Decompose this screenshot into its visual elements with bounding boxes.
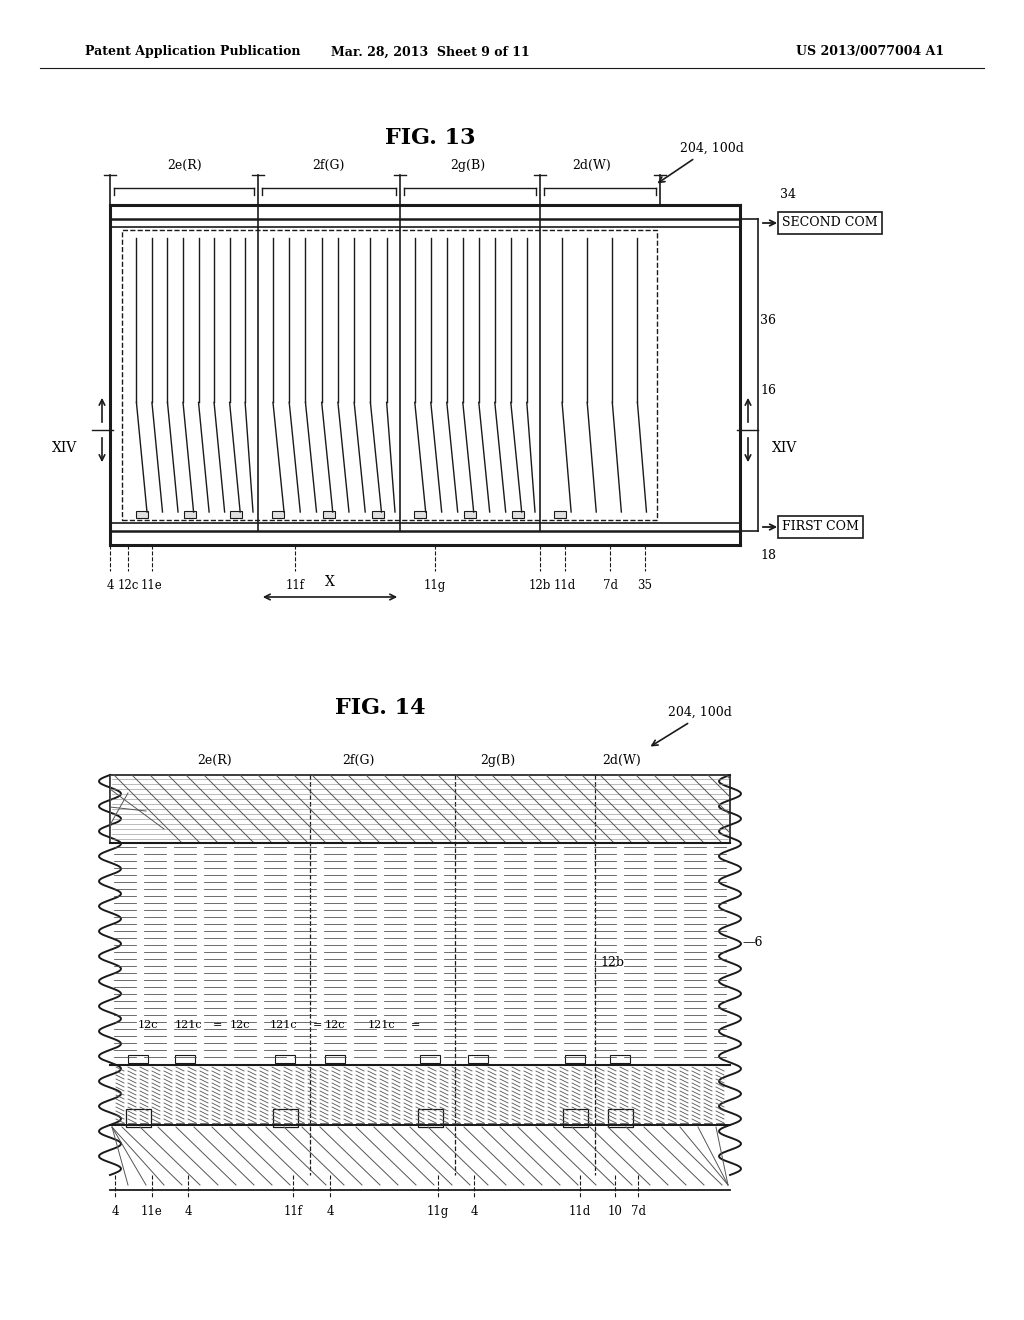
Text: X: X — [325, 576, 335, 589]
Text: 12c: 12c — [325, 1020, 345, 1030]
Text: 4: 4 — [327, 1205, 334, 1218]
Text: —6: —6 — [742, 936, 763, 949]
Bar — [414, 511, 426, 517]
Text: 121c: 121c — [175, 1020, 203, 1030]
Text: 11f: 11f — [286, 579, 304, 591]
Text: 35: 35 — [638, 579, 652, 591]
Text: FIG. 14: FIG. 14 — [335, 697, 425, 719]
Text: 121c: 121c — [270, 1020, 298, 1030]
Text: 10: 10 — [607, 1205, 623, 1218]
Text: XIV: XIV — [772, 441, 798, 455]
Text: 4: 4 — [106, 579, 114, 591]
Text: 11e: 11e — [141, 1205, 163, 1218]
Bar — [175, 1055, 195, 1063]
Text: 11d: 11d — [569, 1205, 591, 1218]
Bar — [565, 1055, 585, 1063]
Bar — [128, 1055, 148, 1063]
Text: 11g: 11g — [424, 579, 446, 591]
Text: 7d: 7d — [602, 579, 617, 591]
Text: 2g(B): 2g(B) — [451, 158, 485, 172]
Bar — [110, 775, 730, 843]
Text: 11f: 11f — [284, 1205, 302, 1218]
Text: =: = — [213, 1020, 222, 1030]
Text: 4: 4 — [184, 1205, 191, 1218]
Text: 11e: 11e — [141, 579, 163, 591]
Text: US 2013/0077004 A1: US 2013/0077004 A1 — [796, 45, 944, 58]
Bar — [323, 511, 335, 517]
Text: 36: 36 — [760, 314, 776, 326]
Text: 12b: 12b — [528, 579, 551, 591]
Text: 2f(G): 2f(G) — [312, 158, 344, 172]
Bar — [420, 1055, 440, 1063]
Text: 2f(G): 2f(G) — [342, 754, 374, 767]
Bar — [122, 230, 657, 520]
Bar — [184, 511, 196, 517]
Text: 12c: 12c — [138, 1020, 159, 1030]
Bar — [562, 1109, 588, 1127]
Text: 18: 18 — [760, 549, 776, 562]
Text: 12b: 12b — [600, 957, 624, 969]
Text: 2d(W): 2d(W) — [572, 158, 611, 172]
Text: Patent Application Publication: Patent Application Publication — [85, 45, 300, 58]
Bar — [272, 1109, 298, 1127]
Text: 12c: 12c — [118, 579, 138, 591]
Text: 4: 4 — [470, 1205, 478, 1218]
Text: 7d: 7d — [631, 1205, 645, 1218]
Text: 2e(R): 2e(R) — [167, 158, 202, 172]
Bar — [126, 1109, 151, 1127]
Bar — [372, 511, 384, 517]
Text: 16: 16 — [760, 384, 776, 396]
Bar — [512, 511, 524, 517]
Bar — [468, 1055, 488, 1063]
Text: 2e(R): 2e(R) — [198, 754, 232, 767]
Text: Mar. 28, 2013  Sheet 9 of 11: Mar. 28, 2013 Sheet 9 of 11 — [331, 45, 529, 58]
Text: =: = — [411, 1020, 420, 1030]
Text: FIG. 13: FIG. 13 — [385, 127, 475, 149]
Bar — [230, 511, 242, 517]
Text: 11d: 11d — [554, 579, 577, 591]
Bar — [554, 511, 566, 517]
Bar — [464, 511, 476, 517]
Bar — [610, 1055, 630, 1063]
Text: 121c: 121c — [368, 1020, 395, 1030]
Text: 2g(B): 2g(B) — [480, 754, 515, 767]
Bar — [418, 1109, 442, 1127]
Text: SECOND COM: SECOND COM — [782, 216, 878, 230]
Text: 11g: 11g — [427, 1205, 450, 1218]
Text: 2d(W): 2d(W) — [603, 754, 641, 767]
Bar — [607, 1109, 633, 1127]
Bar — [275, 1055, 295, 1063]
Text: =: = — [313, 1020, 323, 1030]
Text: 204, 100d: 204, 100d — [680, 141, 743, 154]
Bar — [272, 511, 284, 517]
Text: 4: 4 — [112, 1205, 119, 1218]
Bar — [325, 1055, 345, 1063]
Text: 12c: 12c — [230, 1020, 251, 1030]
Bar — [136, 511, 148, 517]
Text: FIRST COM: FIRST COM — [782, 520, 859, 533]
Text: 34: 34 — [780, 187, 796, 201]
Text: 204, 100d: 204, 100d — [668, 705, 732, 718]
Text: XIV: XIV — [52, 441, 78, 455]
